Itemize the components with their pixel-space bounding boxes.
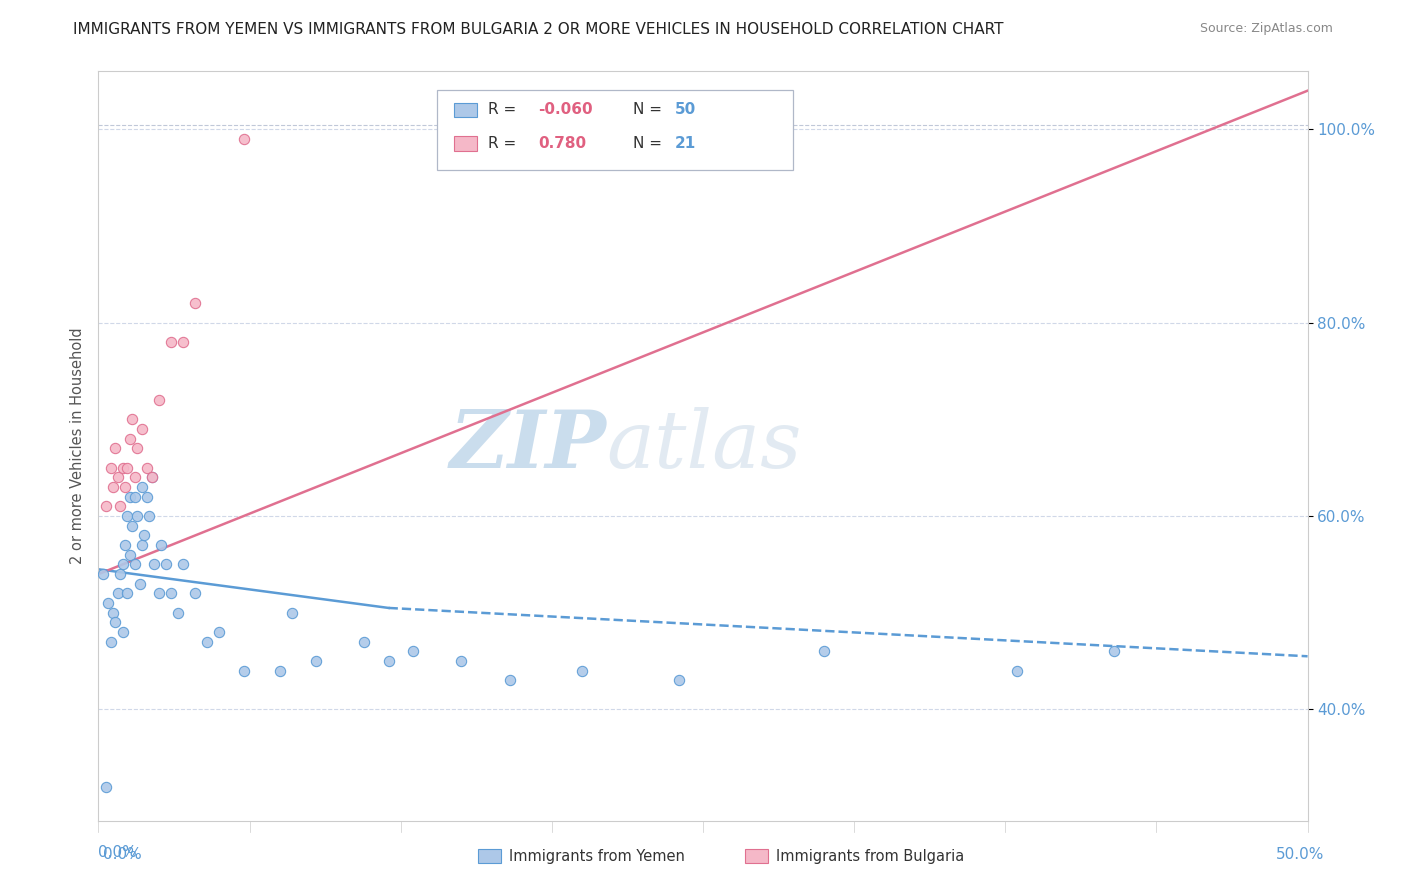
Point	[141, 470, 163, 484]
Point	[114, 480, 136, 494]
Point	[94, 500, 117, 514]
Text: 0.780: 0.780	[538, 136, 586, 151]
Point	[111, 625, 134, 640]
Text: Immigrants from Bulgaria: Immigrants from Bulgaria	[776, 849, 965, 863]
Point	[134, 528, 156, 542]
Point	[184, 586, 207, 600]
Point	[104, 615, 127, 630]
Point	[160, 334, 183, 349]
Text: 0.0%: 0.0%	[98, 845, 138, 860]
Text: ZIP: ZIP	[450, 408, 606, 484]
Point	[121, 412, 143, 426]
Point	[450, 654, 472, 668]
Point	[498, 673, 520, 688]
Point	[118, 548, 141, 562]
Text: N =: N =	[633, 103, 666, 117]
Point	[232, 664, 254, 678]
Point	[131, 480, 153, 494]
Point	[150, 538, 173, 552]
Text: Immigrants from Yemen: Immigrants from Yemen	[509, 849, 685, 863]
Point	[155, 558, 177, 572]
Point	[108, 500, 131, 514]
Point	[1007, 664, 1029, 678]
Point	[160, 586, 183, 600]
Point	[117, 460, 139, 475]
Point	[402, 644, 425, 658]
Point	[131, 538, 153, 552]
Point	[124, 470, 146, 484]
Point	[107, 586, 129, 600]
Point	[167, 606, 190, 620]
Point	[148, 393, 170, 408]
Point	[195, 634, 218, 648]
Point	[281, 606, 304, 620]
Text: 50.0%: 50.0%	[1277, 847, 1324, 862]
Point	[124, 490, 146, 504]
Text: 50: 50	[675, 103, 696, 117]
Text: R =: R =	[488, 103, 522, 117]
Y-axis label: 2 or more Vehicles in Household: 2 or more Vehicles in Household	[69, 327, 84, 565]
Text: IMMIGRANTS FROM YEMEN VS IMMIGRANTS FROM BULGARIA 2 OR MORE VEHICLES IN HOUSEHOL: IMMIGRANTS FROM YEMEN VS IMMIGRANTS FROM…	[73, 22, 1004, 37]
Point	[117, 509, 139, 524]
Point	[118, 432, 141, 446]
Point	[208, 625, 231, 640]
Point	[101, 480, 124, 494]
Point	[127, 509, 149, 524]
Point	[141, 470, 163, 484]
Point	[100, 634, 122, 648]
Text: N =: N =	[633, 136, 666, 151]
Point	[128, 576, 150, 591]
Point	[269, 664, 291, 678]
Text: 21: 21	[675, 136, 696, 151]
Point	[172, 558, 194, 572]
Point	[1102, 644, 1125, 658]
Point	[107, 470, 129, 484]
Point	[232, 132, 254, 146]
Text: Source: ZipAtlas.com: Source: ZipAtlas.com	[1199, 22, 1333, 36]
Point	[135, 490, 157, 504]
Point	[353, 634, 375, 648]
Point	[91, 567, 114, 582]
Point	[100, 460, 122, 475]
Text: atlas: atlas	[606, 408, 801, 484]
Point	[135, 460, 157, 475]
Text: -0.060: -0.060	[538, 103, 593, 117]
Point	[148, 586, 170, 600]
Point	[668, 673, 690, 688]
Point	[127, 442, 149, 456]
Point	[813, 644, 835, 658]
Point	[138, 509, 160, 524]
Point	[124, 558, 146, 572]
Point	[104, 442, 127, 456]
Point	[97, 596, 120, 610]
Point	[305, 654, 328, 668]
Point	[571, 664, 593, 678]
Point	[117, 586, 139, 600]
Point	[172, 334, 194, 349]
Point	[111, 460, 134, 475]
Point	[121, 518, 143, 533]
Point	[184, 296, 207, 310]
Point	[143, 558, 166, 572]
Point	[111, 558, 134, 572]
Point	[101, 606, 124, 620]
Point	[377, 654, 399, 668]
Point	[118, 490, 141, 504]
Point	[108, 567, 131, 582]
Text: 0.0%: 0.0%	[103, 847, 142, 862]
Point	[94, 780, 117, 794]
Text: R =: R =	[488, 136, 522, 151]
Point	[114, 538, 136, 552]
Point	[131, 422, 153, 436]
